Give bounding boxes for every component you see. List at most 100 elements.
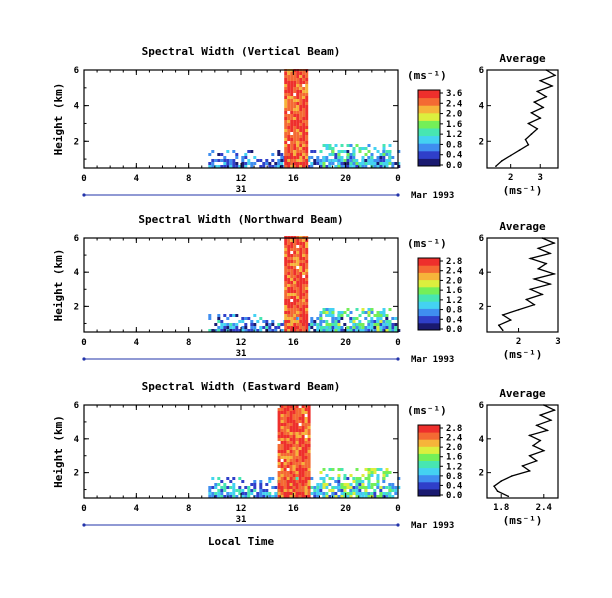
heat-cell — [283, 477, 287, 480]
heat-cell — [367, 156, 371, 159]
heat-cell — [296, 308, 300, 311]
heat-cell — [265, 326, 269, 329]
heat-cell — [299, 317, 303, 320]
heat-cell — [232, 165, 236, 168]
heat-cell — [277, 480, 281, 483]
heat-cell — [388, 308, 392, 311]
heat-cell — [247, 489, 251, 492]
heat-cell — [287, 311, 291, 314]
heat-cell — [287, 308, 291, 311]
heat-cell — [223, 483, 227, 486]
profile-x-tick-label: 1.8 — [493, 503, 509, 513]
heat-cell — [223, 329, 227, 332]
heat-cell — [307, 405, 311, 408]
profile-point — [525, 298, 528, 301]
x-tick-label: 4 — [134, 174, 140, 184]
heat-cell — [364, 492, 368, 495]
heat-cell — [364, 159, 368, 162]
heat-cell — [295, 438, 299, 441]
heat-cell — [277, 474, 281, 477]
heat-cell — [277, 162, 281, 165]
heat-cell — [284, 305, 288, 308]
heat-cell — [293, 257, 297, 260]
heat-cell — [346, 329, 350, 332]
heat-cell — [296, 150, 300, 153]
heat-cell — [241, 495, 245, 498]
colorbar-swatch — [418, 265, 440, 273]
heat-cell — [287, 72, 291, 75]
heat-cell — [299, 269, 303, 272]
heat-cell — [229, 486, 233, 489]
heat-cell — [322, 311, 326, 314]
heat-cell — [284, 96, 288, 99]
heat-cell — [388, 471, 392, 474]
heat-cell — [307, 159, 311, 162]
heat-cell — [292, 447, 296, 450]
heat-cell — [208, 317, 212, 320]
heat-cell — [302, 266, 306, 269]
chart-title: Spectral Width (Eastward Beam) — [142, 380, 341, 393]
heat-cell — [328, 159, 332, 162]
heat-cell — [286, 423, 290, 426]
heat-cell — [277, 465, 281, 468]
heat-cell — [397, 162, 401, 165]
x-tick-label: 16 — [288, 174, 299, 184]
heat-cell — [292, 420, 296, 423]
heat-cell — [293, 248, 297, 251]
heat-cell — [337, 156, 341, 159]
heat-cell — [287, 239, 291, 242]
x-tick-label: 0 — [81, 504, 86, 514]
heat-cell — [277, 453, 281, 456]
heat-cell — [299, 147, 303, 150]
heat-cell — [302, 90, 306, 93]
heat-cell — [217, 326, 221, 329]
heat-cell — [364, 165, 368, 168]
colorbar-frame — [417, 89, 441, 167]
heat-cell — [316, 156, 320, 159]
heat-cell — [376, 495, 380, 498]
heat-cell — [290, 123, 294, 126]
heat-cell — [296, 99, 300, 102]
heat-cell — [328, 495, 332, 498]
heat-cell — [397, 165, 401, 168]
heat-cell — [302, 260, 306, 263]
heat-cell — [302, 284, 306, 287]
heat-cell — [284, 147, 288, 150]
heat-cell — [355, 159, 359, 162]
heat-cell — [302, 329, 306, 332]
profile-x-label: (ms⁻¹) — [503, 348, 543, 361]
heat-cell — [290, 162, 294, 165]
heat-cell — [364, 326, 368, 329]
heat-cell — [232, 159, 236, 162]
date-bar-end — [396, 523, 400, 527]
heat-cell — [280, 411, 284, 414]
heat-cell — [290, 138, 294, 141]
heat-cell — [271, 323, 275, 326]
heat-cell — [280, 462, 284, 465]
heat-cell — [352, 320, 356, 323]
heat-cell — [280, 435, 284, 438]
heat-cell — [287, 251, 291, 254]
heat-cell — [298, 435, 302, 438]
heat-cell — [259, 329, 263, 332]
heat-cell — [301, 405, 305, 408]
heat-cell — [259, 492, 263, 495]
heat-cell — [304, 492, 308, 495]
heat-cell — [287, 84, 291, 87]
heat-cell — [328, 483, 332, 486]
heat-cell — [290, 311, 294, 314]
heat-cell — [299, 129, 303, 132]
heat-cell — [253, 314, 257, 317]
heat-cell — [208, 314, 212, 317]
colorbar-tick-label: 0.0 — [446, 161, 462, 171]
heat-cell — [293, 165, 297, 168]
heat-cell — [304, 462, 308, 465]
heat-cell — [370, 317, 374, 320]
colorbar-swatch — [418, 432, 440, 440]
heat-cell — [217, 314, 221, 317]
heat-cell — [296, 87, 300, 90]
heat-cell — [290, 156, 294, 159]
heat-cell — [355, 480, 359, 483]
heat-cell — [394, 492, 398, 495]
heat-cell — [296, 287, 300, 290]
